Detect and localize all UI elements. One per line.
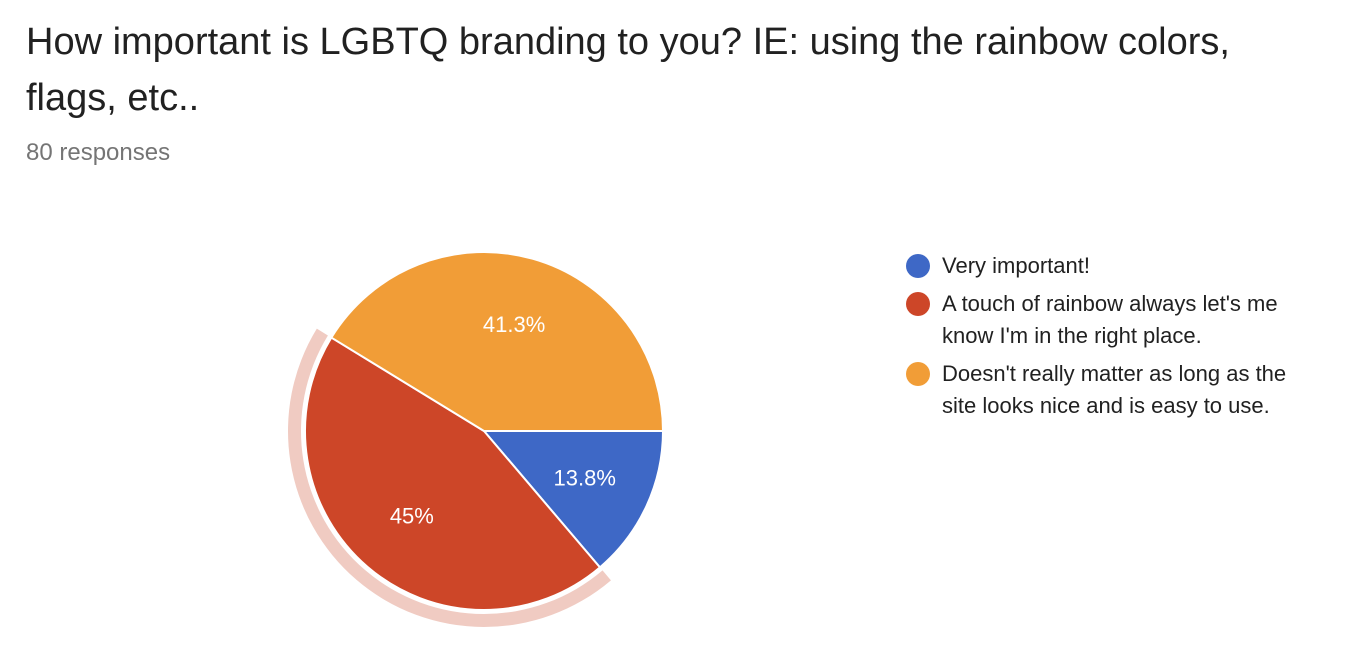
pie-slice-doesn-t-really-matter-as-long-as-the-sit[interactable]	[330, 251, 664, 432]
legend-label: Very important!	[942, 253, 1090, 278]
pie-slice-a-touch-of-rainbow-always-let-s-me-know-[interactable]	[304, 336, 601, 611]
legend-item-doesn-t-really-matter-as-long-as-the-sit[interactable]: Doesn't really matter as long as the sit…	[906, 358, 1326, 422]
chart-legend: Very important! A touch of rainbow always…	[906, 250, 1326, 428]
question-title: How important is LGBTQ branding to you? …	[26, 21, 1230, 119]
legend-label: A touch of rainbow always let's me know …	[942, 291, 1278, 348]
legend-label: Doesn't really matter as long as the sit…	[942, 361, 1287, 418]
legend-item-a-touch-of-rainbow-always-let-s-me-know-[interactable]: A touch of rainbow always let's me know …	[906, 288, 1326, 352]
legend-color-dot	[906, 362, 930, 386]
pie-slice-value-label: 41.3%	[483, 312, 545, 337]
legend-color-dot	[906, 292, 930, 316]
pie-slice-highlight-a-touch-of-rainbow-always-let-s-me-know-	[287, 328, 611, 628]
pie-slice-very-important[interactable]	[483, 430, 664, 569]
pie-slice-value-label: 13.8%	[554, 466, 616, 491]
response-count: 80 responses	[26, 139, 171, 166]
pie-slice-value-label: 45%	[390, 503, 434, 528]
legend-color-dot	[906, 254, 930, 278]
legend-item-very-important[interactable]: Very important!	[906, 250, 1326, 282]
